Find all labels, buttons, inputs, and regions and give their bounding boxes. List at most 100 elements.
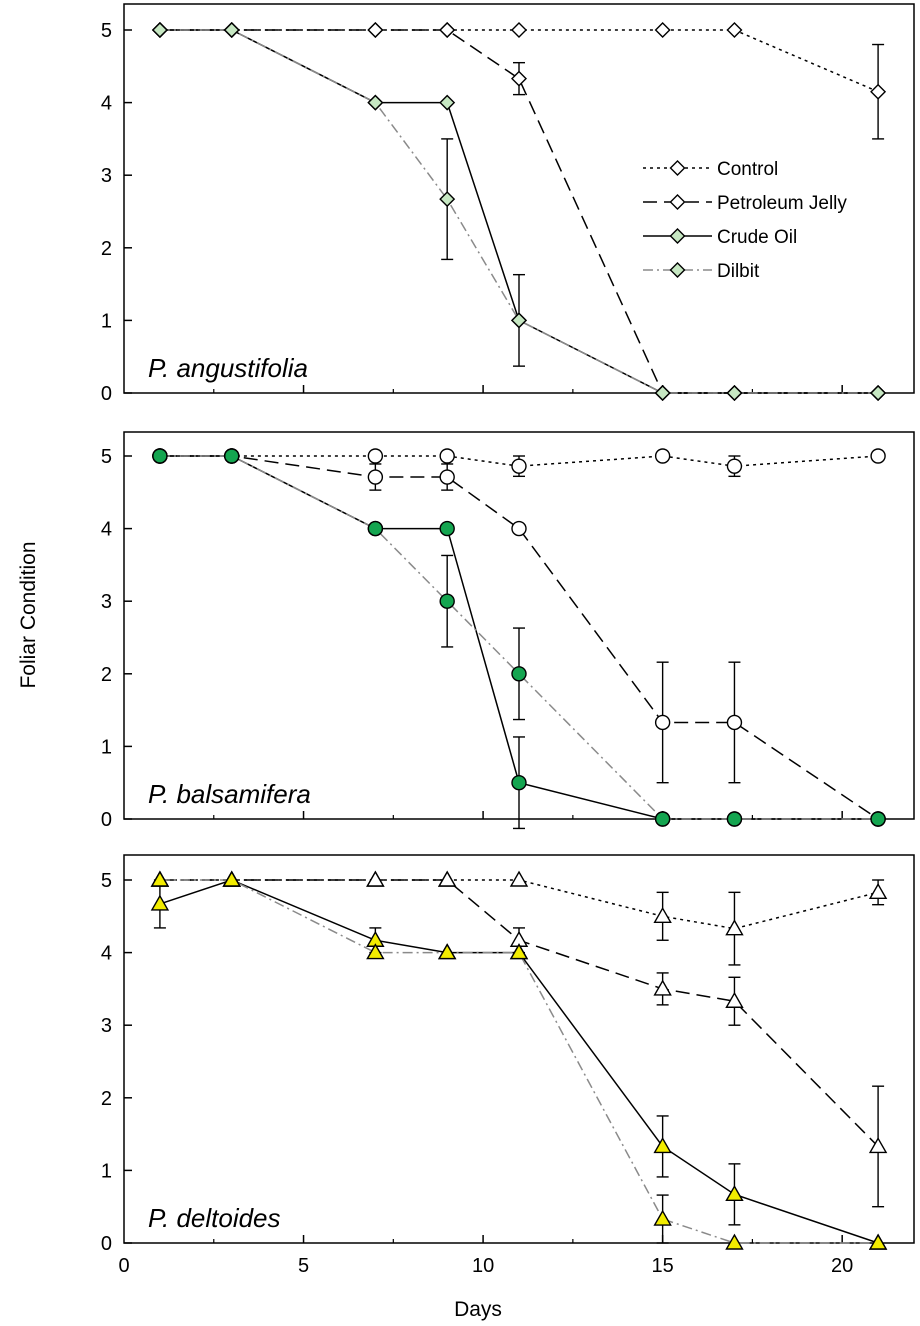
y-tick-label: 0	[101, 383, 112, 405]
x-tick-label: 5	[298, 1255, 309, 1277]
y-tick-label: 2	[101, 664, 112, 686]
data-point-petroleum-jelly	[366, 870, 385, 887]
y-tick-label: 3	[101, 165, 112, 187]
y-tick-label: 0	[101, 1233, 112, 1255]
legend-marker	[669, 194, 686, 210]
data-point-crude-oil	[653, 1137, 672, 1154]
series-line-dilbit	[159, 455, 879, 820]
data-point-petroleum-jelly	[868, 1137, 888, 1154]
data-point-dilbit	[367, 94, 384, 111]
data-point-crude-oil	[439, 520, 455, 537]
legend-marker	[669, 262, 686, 278]
series-line-dilbit	[159, 879, 879, 1244]
data-point-dilbit	[870, 385, 887, 401]
panel-label: P. balsamifera	[148, 779, 311, 809]
x-tick-label: 20	[831, 1255, 853, 1277]
legend-label: Crude Oil	[717, 227, 797, 248]
y-tick-label: 1	[101, 736, 112, 758]
y-tick-label: 1	[101, 1160, 112, 1182]
panel-3: 0 1 2 3 4 5 0 5 10 15 20 P. deltoides	[101, 854, 915, 1277]
data-point-dilbit	[509, 943, 529, 960]
series-line-petroleum-jelly	[159, 879, 879, 1147]
y-axis-title: Foliar Condition	[17, 541, 40, 688]
data-point-petroleum-jelly	[511, 70, 527, 87]
data-point-petroleum-jelly	[367, 22, 384, 38]
panel-1: 0 1 2 3 4 5 P. angustifolia Control Petroleum Je…	[101, 3, 915, 405]
legend-label: Petroleum Jelly	[717, 193, 847, 214]
data-point-crude-oil	[150, 894, 170, 911]
data-point-control	[439, 448, 455, 464]
data-point-dilbit	[150, 870, 170, 887]
x-axis-title: Days	[454, 1298, 502, 1321]
data-point-dilbit	[726, 811, 743, 827]
data-point-dilbit	[726, 385, 743, 401]
data-point-petroleum-jelly	[439, 22, 456, 38]
y-tick-label: 5	[101, 870, 112, 892]
data-point-control	[868, 882, 888, 900]
panel-2: 0 1 2 3 4 5 P. balsamifera	[101, 431, 915, 831]
x-tick-label: 0	[118, 1255, 129, 1277]
data-point-dilbit	[367, 520, 384, 537]
panels-group: 0 1 2 3 4 5 P. angustifolia Control Petroleum Je…	[101, 3, 915, 1277]
data-point-dilbit	[439, 191, 456, 208]
y-tick-label: 3	[101, 1015, 112, 1037]
data-point-dilbit	[152, 448, 168, 464]
data-point-dilbit	[725, 1233, 744, 1250]
series-line-control	[159, 455, 879, 467]
series-line-dilbit	[159, 29, 879, 394]
data-point-petroleum-jelly	[439, 469, 455, 485]
series-line-control	[159, 879, 879, 930]
y-tick-label: 2	[101, 238, 112, 260]
data-point-dilbit	[870, 811, 886, 827]
data-point-petroleum-jelly	[437, 870, 457, 887]
plot-frame	[123, 3, 915, 394]
x-tick-label: 10	[472, 1255, 494, 1277]
x-tick-label: 15	[652, 1255, 674, 1277]
y-tick-label: 4	[101, 93, 112, 115]
y-tick-label: 4	[101, 943, 112, 965]
data-point-dilbit	[224, 448, 240, 464]
series-line-control	[159, 29, 879, 93]
data-point-dilbit	[654, 811, 671, 827]
data-point-petroleum-jelly	[653, 979, 672, 996]
data-point-control	[870, 448, 886, 464]
data-point-dilbit	[511, 666, 527, 682]
data-point-dilbit	[439, 593, 455, 609]
data-point-dilbit	[653, 1209, 672, 1226]
data-point-control	[870, 83, 887, 100]
data-point-dilbit	[366, 943, 385, 960]
data-point-petroleum-jelly	[367, 469, 384, 485]
data-point-control	[726, 22, 743, 38]
data-point-petroleum-jelly	[726, 714, 743, 731]
data-point-control	[654, 22, 671, 38]
legend-marker	[669, 228, 686, 244]
y-tick-label: 5	[101, 20, 112, 42]
data-point-control	[367, 448, 384, 464]
legend: Control Petroleum Jelly Crude Oil Dilbit	[643, 159, 847, 282]
y-tick-label: 4	[101, 519, 112, 541]
data-point-petroleum-jelly	[725, 991, 744, 1008]
data-point-control	[654, 448, 671, 464]
data-point-control	[725, 919, 744, 936]
data-point-control	[511, 22, 527, 38]
data-point-dilbit	[222, 870, 241, 887]
legend-label: Dilbit	[717, 261, 760, 282]
y-tick-label: 3	[101, 591, 112, 613]
data-point-dilbit	[151, 22, 168, 38]
series-line-petroleum-jelly	[159, 455, 879, 820]
y-tick-label: 1	[101, 310, 112, 332]
data-point-petroleum-jelly	[654, 714, 671, 731]
y-tick-label: 5	[101, 446, 112, 468]
data-point-control	[509, 870, 529, 887]
data-point-dilbit	[223, 22, 240, 38]
data-point-dilbit	[868, 1233, 888, 1250]
plot-frame	[123, 854, 915, 1244]
data-point-dilbit	[437, 943, 457, 960]
y-tick-label: 2	[101, 1088, 112, 1110]
y-tick-label: 0	[101, 809, 112, 831]
data-point-crude-oil	[511, 775, 527, 791]
panel-label: P. deltoides	[148, 1203, 281, 1233]
panel-label: P. angustifolia	[148, 353, 308, 383]
data-point-petroleum-jelly	[511, 520, 527, 537]
